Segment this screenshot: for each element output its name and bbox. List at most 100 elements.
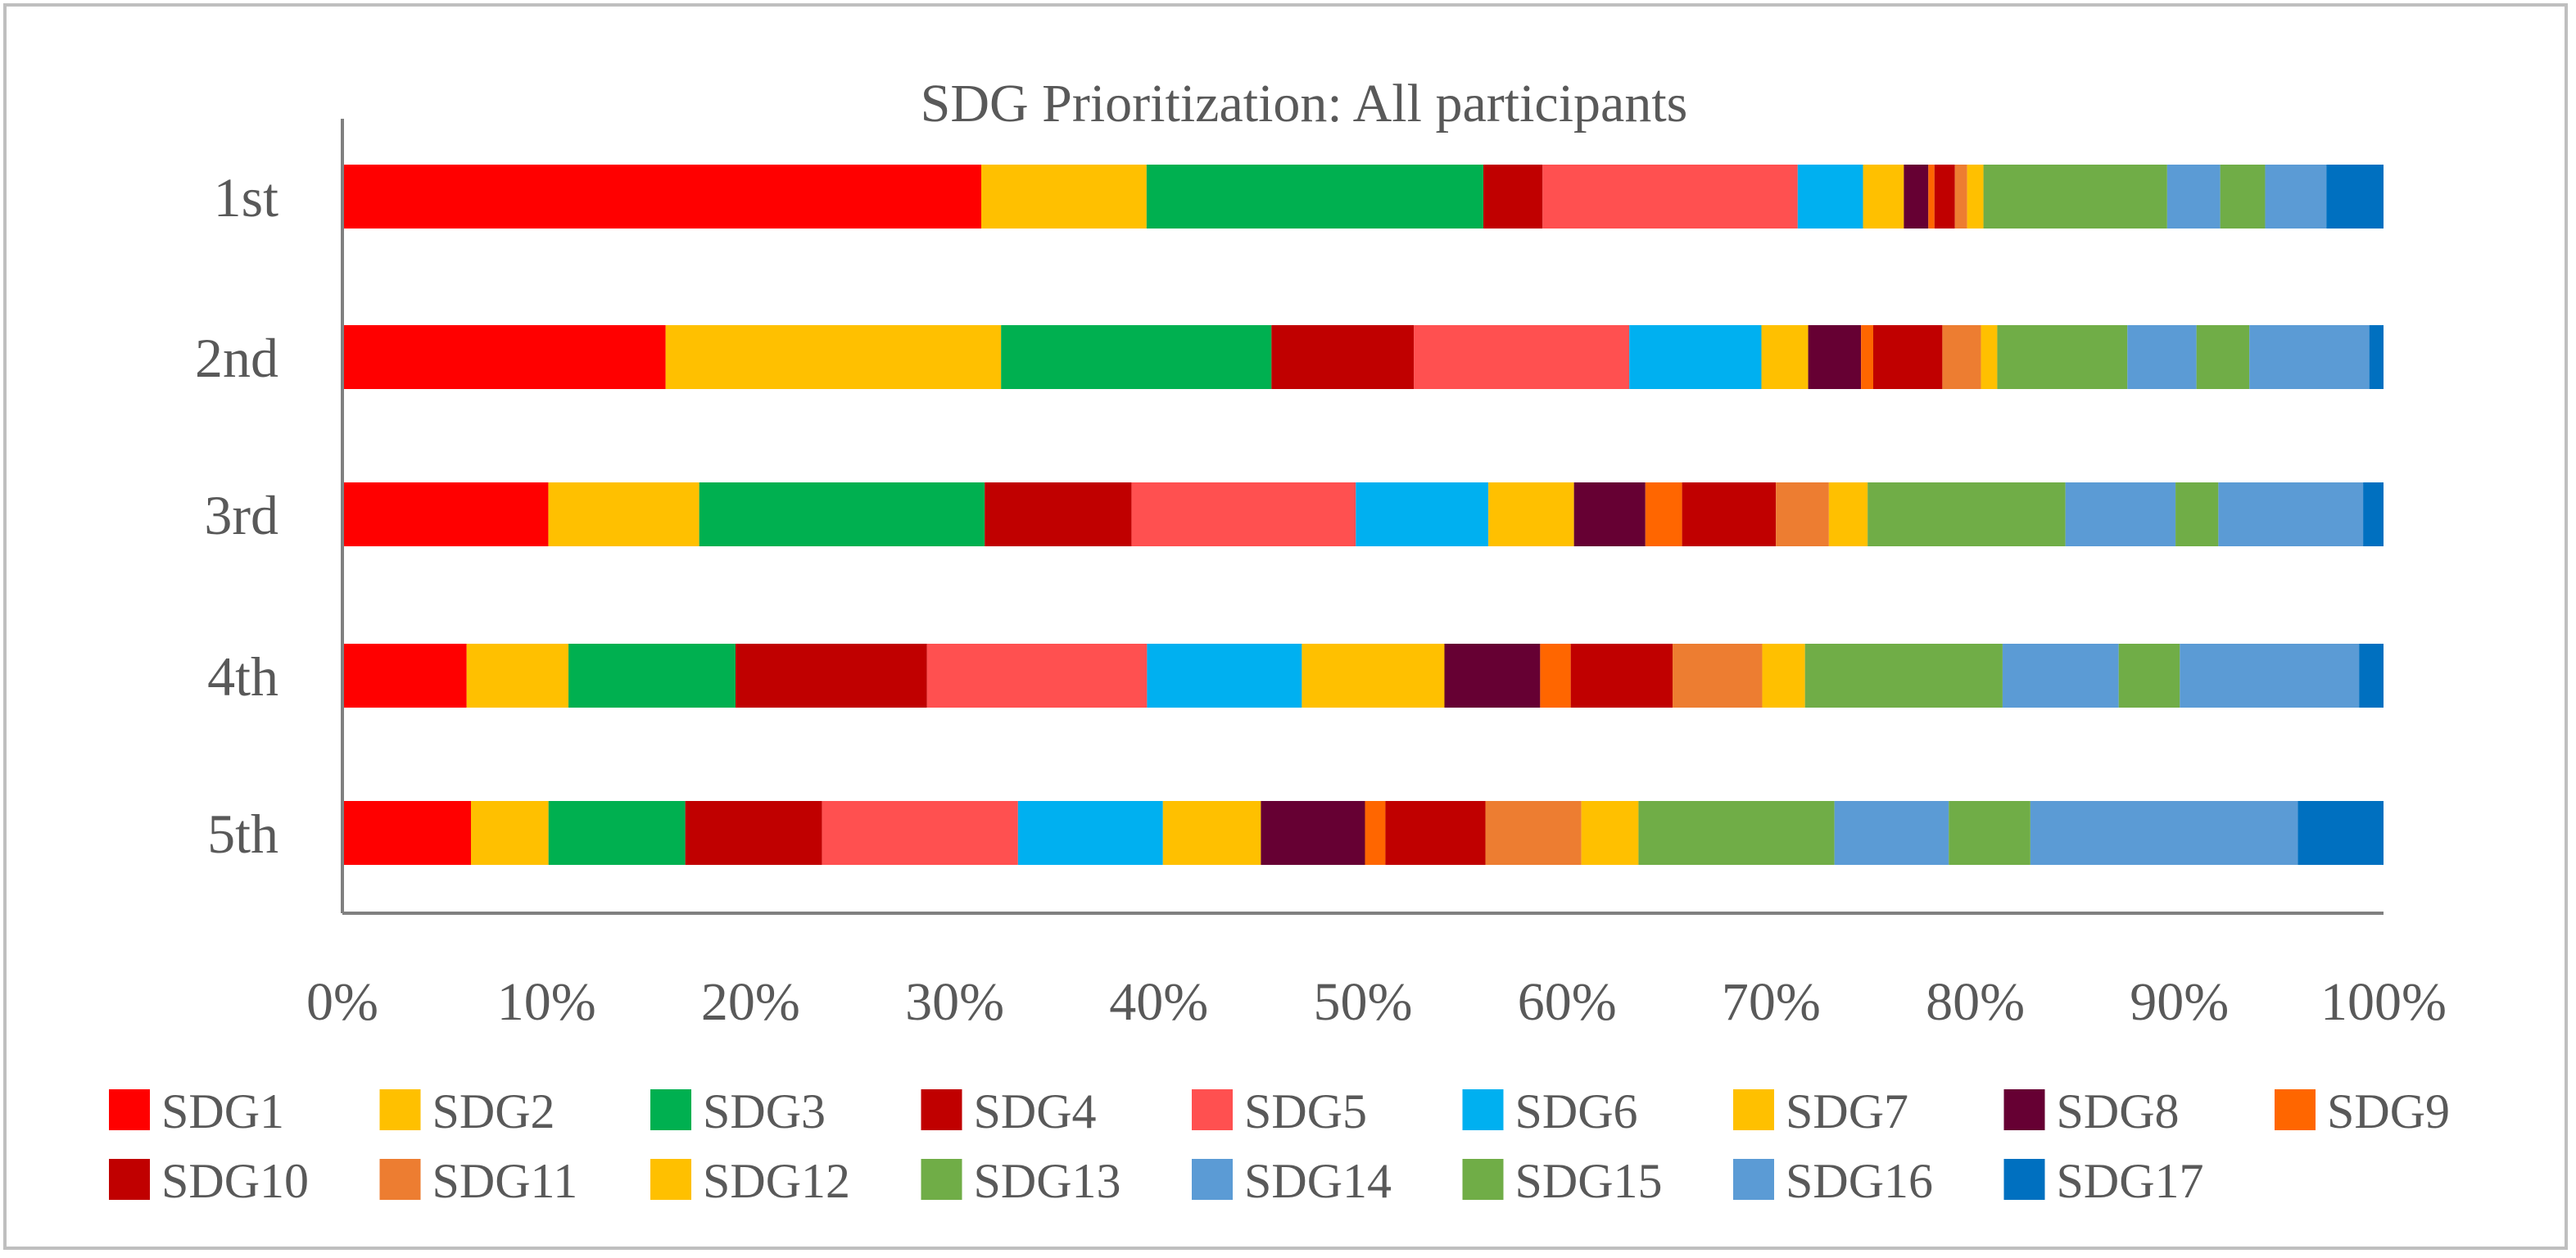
bar-2nd-sdg8 <box>1808 325 1862 389</box>
bar-3rd-sdg15 <box>2175 482 2219 546</box>
bar-4th-sdg4 <box>736 644 927 708</box>
legend: SDG1 SDG2 SDG3 SDG4 SDG5 SDG6 SDG7 SDG8 SDG9 SDG1… <box>109 1084 2450 1208</box>
bar-5th-sdg3 <box>548 801 686 865</box>
x-tick-label: 50% <box>1314 972 1413 1032</box>
y-tick-labels: 1st 2nd 3rd 4th 5th <box>195 166 278 865</box>
legend-label-sdg8: SDG8 <box>2057 1084 2180 1138</box>
bar-5th-sdg12 <box>1581 801 1639 865</box>
bar-4th-sdg9 <box>1540 644 1571 708</box>
bar-5th-sdg2 <box>471 801 549 865</box>
bar-2nd-sdg11 <box>1942 325 1981 389</box>
bar-4th-sdg5 <box>926 644 1148 708</box>
bar-5th-sdg10 <box>1385 801 1486 865</box>
bar-2nd-sdg14 <box>2127 325 2197 389</box>
bar-2nd-sdg17 <box>2369 325 2384 389</box>
bar-2nd-sdg4 <box>1271 325 1415 389</box>
bar-1st-sdg1 <box>342 165 981 229</box>
x-tick-label: 60% <box>1518 972 1617 1032</box>
y-tick-label: 4th <box>207 645 278 708</box>
bar-1st-sdg8 <box>1904 165 1929 229</box>
legend-swatch-sdg9 <box>2275 1089 2316 1130</box>
legend-swatch-sdg8 <box>2003 1089 2045 1130</box>
legend-label-sdg14: SDG14 <box>1244 1154 1392 1208</box>
legend-swatch-sdg11 <box>379 1159 421 1200</box>
bar-1st-sdg13 <box>1983 165 2167 229</box>
legend-swatch-sdg14 <box>1192 1159 1233 1200</box>
legend-swatch-sdg15 <box>1462 1159 1504 1200</box>
bar-4th-sdg12 <box>1762 644 1805 708</box>
bar-5th-sdg15 <box>1949 801 2030 865</box>
bar-5th-sdg8 <box>1261 801 1365 865</box>
bar-4th-sdg7 <box>1302 644 1445 708</box>
bar-5th-sdg17 <box>2298 801 2384 865</box>
legend-label-sdg4: SDG4 <box>974 1084 1097 1138</box>
bar-3rd-sdg2 <box>548 482 699 546</box>
bar-1st-sdg12 <box>1967 165 1984 229</box>
bar-1st-sdg6 <box>1797 165 1863 229</box>
legend-swatch-sdg4 <box>921 1089 962 1130</box>
bar-1st-sdg10 <box>1934 165 1955 229</box>
bar-2nd-sdg1 <box>342 325 666 389</box>
bar-2nd-sdg5 <box>1414 325 1630 389</box>
legend-label-sdg10: SDG10 <box>161 1154 309 1208</box>
bar-5th-sdg7 <box>1162 801 1261 865</box>
legend-label-sdg7: SDG7 <box>1786 1084 1908 1138</box>
x-tick-label: 0% <box>306 972 378 1032</box>
bar-4th-sdg6 <box>1147 644 1302 708</box>
bar-2nd-sdg16 <box>2249 325 2370 389</box>
bars-group <box>342 165 2384 865</box>
legend-swatch-sdg6 <box>1462 1089 1504 1130</box>
bar-1st-sdg14 <box>2166 165 2221 229</box>
bar-3rd-sdg8 <box>1573 482 1646 546</box>
legend-swatch-sdg16 <box>1733 1159 1774 1200</box>
legend-label-sdg13: SDG13 <box>974 1154 1121 1208</box>
axes-group <box>341 119 2384 915</box>
legend-swatch-sdg5 <box>1192 1089 1233 1130</box>
x-tick-label: 30% <box>905 972 1004 1032</box>
bar-3rd-sdg16 <box>2218 482 2364 546</box>
bar-1st-sdg9 <box>1928 165 1935 229</box>
x-tick-label: 40% <box>1109 972 1208 1032</box>
x-tick-labels: 0% 10% 20% 30% 40% 50% 60% 70% 80% 90% 100% <box>306 972 2447 1032</box>
bar-2nd-sdg15 <box>2196 325 2250 389</box>
legend-swatch-sdg1 <box>109 1089 150 1130</box>
legend-label-sdg11: SDG11 <box>432 1154 578 1208</box>
bar-1st-sdg15 <box>2220 165 2266 229</box>
bar-5th-sdg14 <box>1834 801 1949 865</box>
bar-5th-sdg16 <box>2030 801 2298 865</box>
bar-4th-sdg17 <box>2359 644 2384 708</box>
legend-label-sdg5: SDG5 <box>1244 1084 1367 1138</box>
x-tick-label: 90% <box>2130 972 2229 1032</box>
legend-swatch-sdg12 <box>650 1159 691 1200</box>
bar-4th-sdg15 <box>2118 644 2180 708</box>
x-tick-label: 80% <box>1926 972 2025 1032</box>
bar-3rd-sdg17 <box>2363 482 2384 546</box>
legend-label-sdg12: SDG12 <box>703 1154 850 1208</box>
bar-2nd-sdg3 <box>1001 325 1272 389</box>
bar-2nd-sdg10 <box>1873 325 1943 389</box>
bar-5th-sdg1 <box>342 801 471 865</box>
bar-5th-sdg9 <box>1365 801 1386 865</box>
bar-4th-sdg3 <box>568 644 736 708</box>
bar-4th-sdg13 <box>1804 644 2003 708</box>
y-tick-label: 5th <box>207 803 278 865</box>
chart-title: SDG Prioritization: All participants <box>921 74 1688 133</box>
legend-label-sdg15: SDG15 <box>1515 1154 1663 1208</box>
bar-4th-sdg16 <box>2180 644 2360 708</box>
bar-2nd-sdg2 <box>665 325 1002 389</box>
legend-label-sdg9: SDG9 <box>2327 1084 2450 1138</box>
x-tick-label: 100% <box>2320 972 2447 1032</box>
legend-swatch-sdg13 <box>921 1159 962 1200</box>
bar-1st-sdg16 <box>2265 165 2327 229</box>
bar-3rd-sdg1 <box>342 482 549 546</box>
bar-3rd-sdg10 <box>1682 482 1777 546</box>
bar-2nd-sdg9 <box>1861 325 1873 389</box>
legend-swatch-sdg7 <box>1733 1089 1774 1130</box>
bar-3rd-sdg11 <box>1776 482 1829 546</box>
bar-2nd-sdg6 <box>1629 325 1762 389</box>
bar-3rd-sdg12 <box>1828 482 1868 546</box>
x-tick-label: 20% <box>701 972 800 1032</box>
legend-label-sdg2: SDG2 <box>432 1084 555 1138</box>
bar-1st-sdg5 <box>1542 165 1798 229</box>
